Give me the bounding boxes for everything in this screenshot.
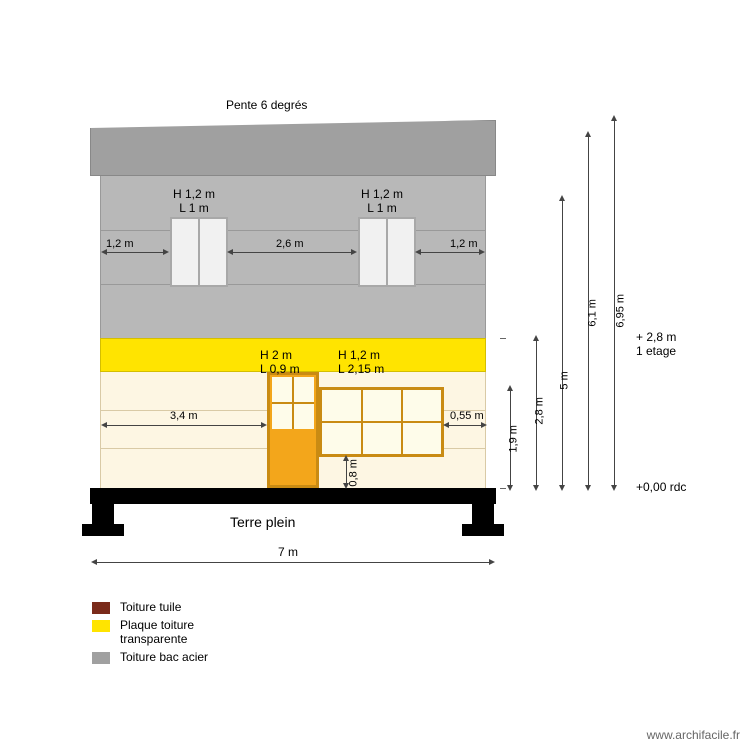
dim-v-1p9-label: 1,9 m: [507, 413, 520, 453]
dim-upper-left-label: 1,2 m: [106, 238, 134, 251]
dim-v-6p1-label: 6,1 m: [586, 287, 599, 327]
rdc-label: +0,00 rdc: [636, 480, 686, 494]
etage-label: + 2,8 m 1 etage: [636, 330, 676, 359]
dim-full-width-label: 7 m: [278, 545, 298, 559]
dim-upper-mid-label: 2,6 m: [276, 238, 304, 251]
dim-upper-mid: [232, 252, 352, 253]
dim-v-6p95-label: 6,95 m: [614, 278, 627, 328]
upper-window-right-label: H 1,2 m L 1 m: [361, 187, 403, 216]
upper-window-left-label: H 1,2 m L 1 m: [173, 187, 215, 216]
door-label: H 2 m L 0,9 m: [260, 348, 300, 377]
roof: [90, 120, 496, 176]
dim-lower-left: [106, 425, 262, 426]
title-top: Pente 6 degrés: [226, 98, 307, 112]
legend-label-2: Toiture bac acier: [120, 650, 208, 664]
dim-lower-right: [448, 425, 482, 426]
terre-plein: Terre plein: [230, 514, 295, 531]
legend-label-0: Toiture tuile: [120, 600, 181, 614]
dim-lower-left-label: 3,4 m: [170, 410, 198, 423]
dim-upper-right-label: 1,2 m: [450, 238, 478, 251]
big-window-label: H 1,2 m L 2,15 m: [338, 348, 384, 377]
legend-swatch-0: [92, 602, 110, 614]
slab: [90, 488, 496, 504]
upper-window-left: [170, 217, 228, 287]
legend-row: Toiture tuile: [92, 600, 230, 614]
dim-upper-left: [106, 252, 164, 253]
legend-row: Plaque toiture transparente: [92, 618, 230, 646]
dim-v-5: [562, 200, 563, 486]
upper-wall: [100, 176, 486, 338]
tick-etage: [500, 338, 506, 339]
legend: Toiture tuile Plaque toiture transparent…: [92, 600, 230, 668]
foundation-left-pad: [82, 524, 124, 536]
dim-v-2p8-label: 2,8 m: [533, 385, 546, 425]
lower-window: [319, 387, 444, 457]
tick-rdc: [500, 488, 506, 489]
watermark: www.archifacile.fr: [647, 728, 740, 742]
foundation-right-pad: [462, 524, 504, 536]
legend-label-1: Plaque toiture transparente: [120, 618, 230, 646]
upper-window-right: [358, 217, 416, 287]
legend-swatch-1: [92, 620, 110, 632]
dim-sill-label: 0,8 m: [347, 447, 360, 487]
dim-full-width: [96, 562, 490, 563]
door: [267, 372, 319, 488]
legend-row: Toiture bac acier: [92, 650, 230, 664]
dim-lower-right-label: 0,55 m: [450, 410, 484, 423]
dim-upper-right: [420, 252, 480, 253]
dim-v-5-label: 5 m: [558, 360, 571, 390]
legend-swatch-2: [92, 652, 110, 664]
